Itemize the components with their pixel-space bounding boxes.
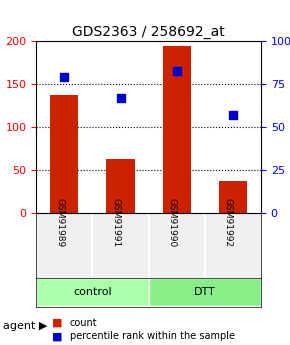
Text: ■: ■ xyxy=(52,332,63,341)
Text: percentile rank within the sample: percentile rank within the sample xyxy=(70,332,235,341)
Point xyxy=(231,112,235,118)
Text: GSM91990: GSM91990 xyxy=(168,198,177,247)
Text: GSM91992: GSM91992 xyxy=(224,198,233,247)
Bar xyxy=(163,46,191,213)
Bar xyxy=(106,159,135,213)
Point xyxy=(62,75,67,80)
Bar xyxy=(50,96,78,213)
Text: control: control xyxy=(73,287,112,297)
Text: GSM91991: GSM91991 xyxy=(112,198,121,247)
Title: GDS2363 / 258692_at: GDS2363 / 258692_at xyxy=(72,25,225,39)
Point xyxy=(174,68,179,73)
FancyBboxPatch shape xyxy=(148,278,261,306)
Text: DTT: DTT xyxy=(194,287,216,297)
FancyBboxPatch shape xyxy=(36,278,148,306)
Point xyxy=(118,95,123,101)
Text: GSM91989: GSM91989 xyxy=(55,198,64,247)
Bar xyxy=(219,181,247,213)
Text: count: count xyxy=(70,318,97,327)
Text: agent ▶: agent ▶ xyxy=(3,321,47,331)
Text: ■: ■ xyxy=(52,318,63,327)
